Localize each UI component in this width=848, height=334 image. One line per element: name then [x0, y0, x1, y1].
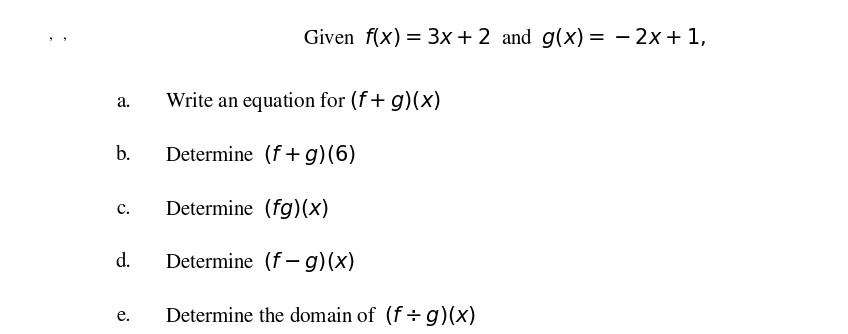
Text: Determine the domain of  $(f\div g)(x)$: Determine the domain of $(f\div g)(x)$	[165, 304, 477, 328]
Text: d.: d.	[115, 252, 131, 272]
Text: Given  $f(x)=3x+2$  and  $g(x)=-2x+1,$: Given $f(x)=3x+2$ and $g(x)=-2x+1,$	[303, 26, 706, 50]
Text: ,: ,	[48, 28, 52, 42]
Text: ,: ,	[63, 28, 66, 42]
Text: Determine  $(fg)(x)$: Determine $(fg)(x)$	[165, 197, 330, 221]
Text: b.: b.	[115, 145, 131, 165]
Text: a.: a.	[117, 92, 131, 112]
Text: Determine  $(f-g)(x)$: Determine $(f-g)(x)$	[165, 250, 355, 274]
Text: Write an equation for $(f+g)(x)$: Write an equation for $(f+g)(x)$	[165, 90, 441, 114]
Text: Determine  $(f+g)(6)$: Determine $(f+g)(6)$	[165, 143, 356, 167]
Text: c.: c.	[117, 199, 131, 219]
Text: e.: e.	[117, 306, 131, 326]
